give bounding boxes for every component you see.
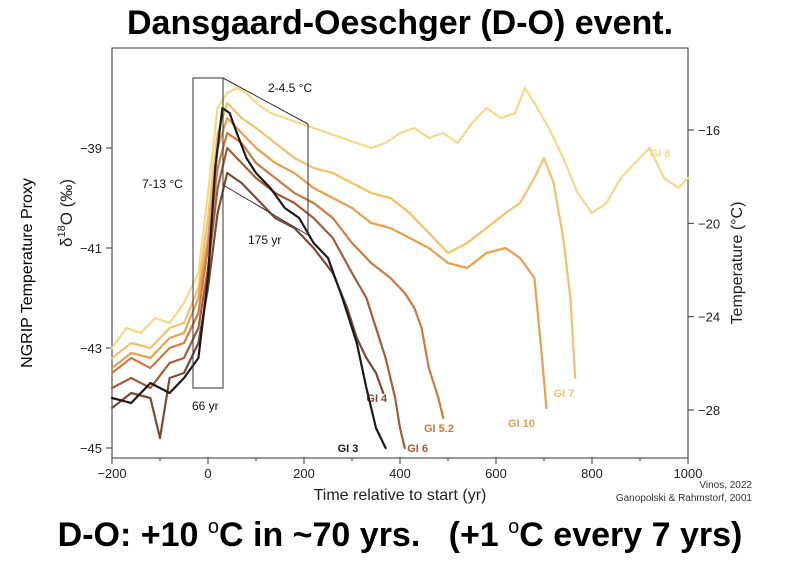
y-left-tick-label: −39 [80, 141, 102, 156]
credit-ganopolski: Ganopolski & Rahmstorf, 2001 [616, 493, 753, 504]
y-left-label-sup: 18 [56, 225, 68, 237]
series-label: GI 5.2 [424, 423, 454, 435]
series-line-gi-8 [110, 86, 690, 350]
annotation-rise-time: 66 yr [192, 399, 219, 413]
footer-part1: D-O: +10 [57, 516, 208, 554]
footer-caption: D-O: +10 oC in ~70 yrs. (+1 oC every 7 y… [0, 516, 800, 555]
series-line-gi-10 [110, 116, 548, 410]
x-tick-label: 600 [485, 466, 507, 481]
y-left-label-symbol: δ [57, 238, 76, 247]
series-line-gi-7 [110, 101, 577, 380]
y-right-tick-label: −16 [698, 123, 720, 138]
x-tick-label: 400 [389, 466, 411, 481]
y-left-tick-label: −43 [80, 341, 102, 356]
footer-part2: C in ~70 yrs. (+1 [219, 516, 509, 554]
series-label: GI 8 [650, 148, 671, 160]
series-label: GI 6 [407, 443, 428, 455]
x-tick-label: 800 [581, 466, 603, 481]
plot-frame [111, 47, 689, 459]
footer-part3: C every 7 yrs) [519, 516, 743, 554]
y-right-tick-label: −24 [698, 310, 720, 325]
series-label: GI 4 [366, 393, 388, 405]
annotation-decline-time: 175 yr [248, 233, 281, 247]
lower-slope-line [222, 184, 309, 236]
annotations: 2-4.5 °C 7-13 °C 175 yr 66 yr [142, 77, 312, 413]
footer-sup2: o [508, 516, 520, 538]
footer-sup1: o [207, 516, 219, 538]
page-title: Dansgaard-Oeschger (D-O) event. [126, 4, 674, 42]
annotation-warming-range: 2-4.5 °C [268, 81, 312, 95]
x-tick-label: 0 [204, 466, 211, 481]
y-right-tick-label: −20 [698, 216, 720, 231]
y-left-tick-label: −45 [80, 441, 102, 456]
series-group: GI 8 GI 7 GI 10 GI 5.2 GI 6 GI 4 GI 3 [110, 86, 690, 455]
series-line-gi-3 [110, 106, 387, 450]
rise-box [192, 77, 224, 389]
x-tick-label: −200 [97, 466, 126, 481]
series-line-gi-6 [110, 146, 406, 450]
y-left-label-rest: O (‰) [57, 179, 76, 225]
chart: −200 0 200 400 600 800 1000 −39 −41 −43 −45 −16 −20 −… [19, 47, 753, 504]
y-left-outer-label: NGRIP Temperature Proxy [19, 178, 36, 368]
y-right-label: Temperature (°C) [729, 202, 746, 325]
series-line-gi-5-2 [110, 131, 445, 420]
y-right-tick-label: −28 [698, 403, 720, 418]
y-left-label: δ18O (‰) [56, 179, 76, 247]
x-tick-label: 1000 [674, 466, 703, 481]
x-axis-label: Time relative to start (yr) [314, 487, 487, 504]
series-line-gi-4 [110, 171, 385, 440]
annotation-jump-range: 7-13 °C [142, 177, 183, 191]
y-left-tick-label: −41 [80, 241, 102, 256]
series-label: GI 3 [338, 443, 359, 455]
upper-slope-line [222, 77, 309, 125]
series-label: GI 7 [554, 388, 575, 400]
x-tick-label: 200 [293, 466, 315, 481]
credit-vinos: Vinos, 2022 [699, 480, 752, 491]
series-label: GI 10 [508, 418, 535, 430]
axes: −200 0 200 400 600 800 1000 −39 −41 −43 −45 −16 −20 −… [19, 47, 753, 504]
